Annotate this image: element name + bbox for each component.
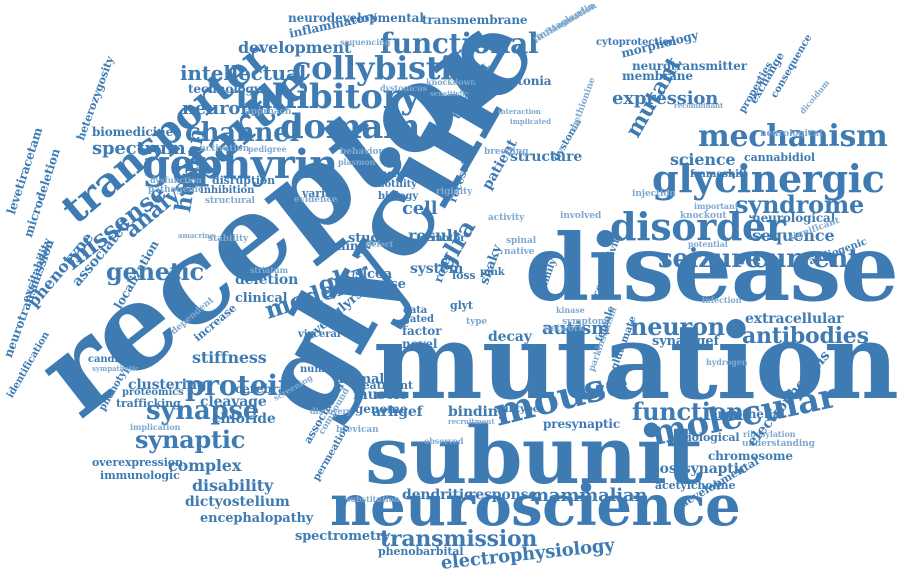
word-injection: injection <box>632 190 676 199</box>
word-approach: approach <box>245 108 291 117</box>
word-pathogenic: pathogenic <box>148 186 203 195</box>
word-inflammation: inflammation <box>536 2 599 43</box>
word-immunologic: immunologic <box>100 470 180 481</box>
word-disability: disability <box>192 478 273 494</box>
word-amacrine: amacrine <box>178 232 214 239</box>
word-overexpression: overexpression <box>92 457 183 468</box>
word-breeding: breeding <box>484 148 528 157</box>
word-development: development <box>238 40 351 56</box>
word-sequencing: sequencing <box>340 38 390 46</box>
word-response: response <box>468 488 537 502</box>
word-genetic: genetic <box>106 260 204 284</box>
word-antibodies: antibodies <box>742 325 869 347</box>
word-substitution: substitution <box>346 495 400 503</box>
word-trafficking: trafficking <box>116 398 181 409</box>
word-pink: pink <box>480 268 505 278</box>
word-interaction: interaction <box>498 108 541 115</box>
word-hypertonia: hypertonia <box>480 75 551 87</box>
word-seizure: seizure <box>658 246 761 272</box>
word-important: important <box>694 202 738 210</box>
word-infection: infection <box>702 296 741 304</box>
word-plasmon: plasmon <box>338 158 375 166</box>
word-behavior: behavior <box>340 148 383 157</box>
word-clinical: clinical <box>235 292 287 305</box>
word-sympathetic: sympathetic <box>92 365 139 372</box>
word-hydrogen: hydrogen <box>706 358 747 366</box>
word-dystonicus: dystonicus <box>380 84 427 92</box>
word-science: science <box>670 152 735 168</box>
word-motility: motility <box>374 180 417 190</box>
word-gated: gated <box>403 315 434 325</box>
word-presynaptic: presynaptic <box>543 418 620 430</box>
word-neurological-2: neurological <box>760 130 822 139</box>
word-stiffness: stiffness <box>192 350 267 366</box>
word-number: number <box>300 365 343 375</box>
word-intellectual: intellectual <box>180 63 306 83</box>
word-cleavage: cleavage <box>200 395 267 409</box>
word-pedigree: pedigree <box>248 145 287 153</box>
word-knockout: knockout <box>680 212 726 221</box>
word-structural: structural <box>205 197 255 206</box>
word-spectrum: spectrum <box>92 140 186 158</box>
word-dictyostelium: dictyostelium <box>185 495 290 509</box>
word-shaky: shaky <box>478 243 504 286</box>
word-recruitment: recruitment <box>448 418 495 425</box>
word-biology: biology <box>378 192 418 202</box>
word-dendritic: dendritic <box>402 488 472 502</box>
word-cell: cell <box>402 200 437 218</box>
word-cannabidiol: cannabidiol <box>744 152 815 163</box>
word-novel: novel <box>402 338 437 350</box>
word-factor: factor <box>402 325 441 337</box>
word-involved: involved <box>560 212 601 221</box>
word-kinase: kinase <box>556 306 585 314</box>
word-visceral: visceral <box>298 330 340 340</box>
word-evidence: evidence <box>294 196 337 205</box>
word-native: native <box>504 248 534 257</box>
word-network: network <box>544 325 585 334</box>
word-dicoidum: dicoidum <box>798 78 831 115</box>
word-recombinant: recombinant <box>674 102 723 109</box>
word-biological: biological <box>680 432 740 443</box>
word-activity: activity <box>488 214 524 223</box>
word-implication: implication <box>130 423 180 431</box>
word-cytoprotection: cytoprotection <box>596 38 676 48</box>
word-data: data <box>403 306 427 316</box>
word-encephalopathy: encephalopathy <box>200 512 313 525</box>
word-frameshift: frameshift <box>690 170 748 180</box>
word-motor: motor <box>432 234 465 244</box>
word-mammalian: mammalian <box>530 487 647 505</box>
word-decay: decay <box>488 330 532 344</box>
word-rigidity: rigidity <box>436 188 472 197</box>
word-type: type <box>466 318 487 327</box>
word-neurotransmitter: neurotransmitter <box>632 60 747 72</box>
word-glyt: glyt <box>450 300 473 311</box>
word-extracellular: extracellular <box>745 312 843 326</box>
word-treatment: treatment <box>352 380 413 391</box>
word-functional: functional <box>380 30 538 58</box>
word-observed: observed <box>424 437 463 445</box>
word-defect: defect <box>366 240 393 248</box>
word-technology: technology <box>188 83 261 95</box>
word-activation: activation <box>200 145 249 154</box>
word-slc6a: slc6a <box>355 268 392 281</box>
word-phenobarbital: phenobarbital <box>378 546 463 557</box>
word-striatum: striatum <box>250 266 288 274</box>
word-methionine: methionine <box>570 77 598 133</box>
word-biomedicine: biomedicine <box>92 126 173 138</box>
word-spectrometry: spectrometry <box>295 530 390 543</box>
word-inhibition: inhibition <box>200 186 254 196</box>
word-subtype: subtype <box>496 405 539 415</box>
word-arhgef: arhgef <box>372 405 423 419</box>
word-potential: potential <box>688 240 728 248</box>
word-dysfunction: dysfunction <box>150 176 202 184</box>
word-clueless: clueless <box>370 170 414 180</box>
word-implicated: implicated <box>510 118 551 125</box>
word-deletion: deletion <box>235 273 298 287</box>
word-spinal: spinal <box>506 237 536 246</box>
word-proteomics: proteomics <box>122 388 184 398</box>
word-transmembrane: transmembrane <box>422 14 527 26</box>
word-chloride: chloride <box>212 412 276 426</box>
word-synarfgef: synarfgef <box>652 335 719 348</box>
